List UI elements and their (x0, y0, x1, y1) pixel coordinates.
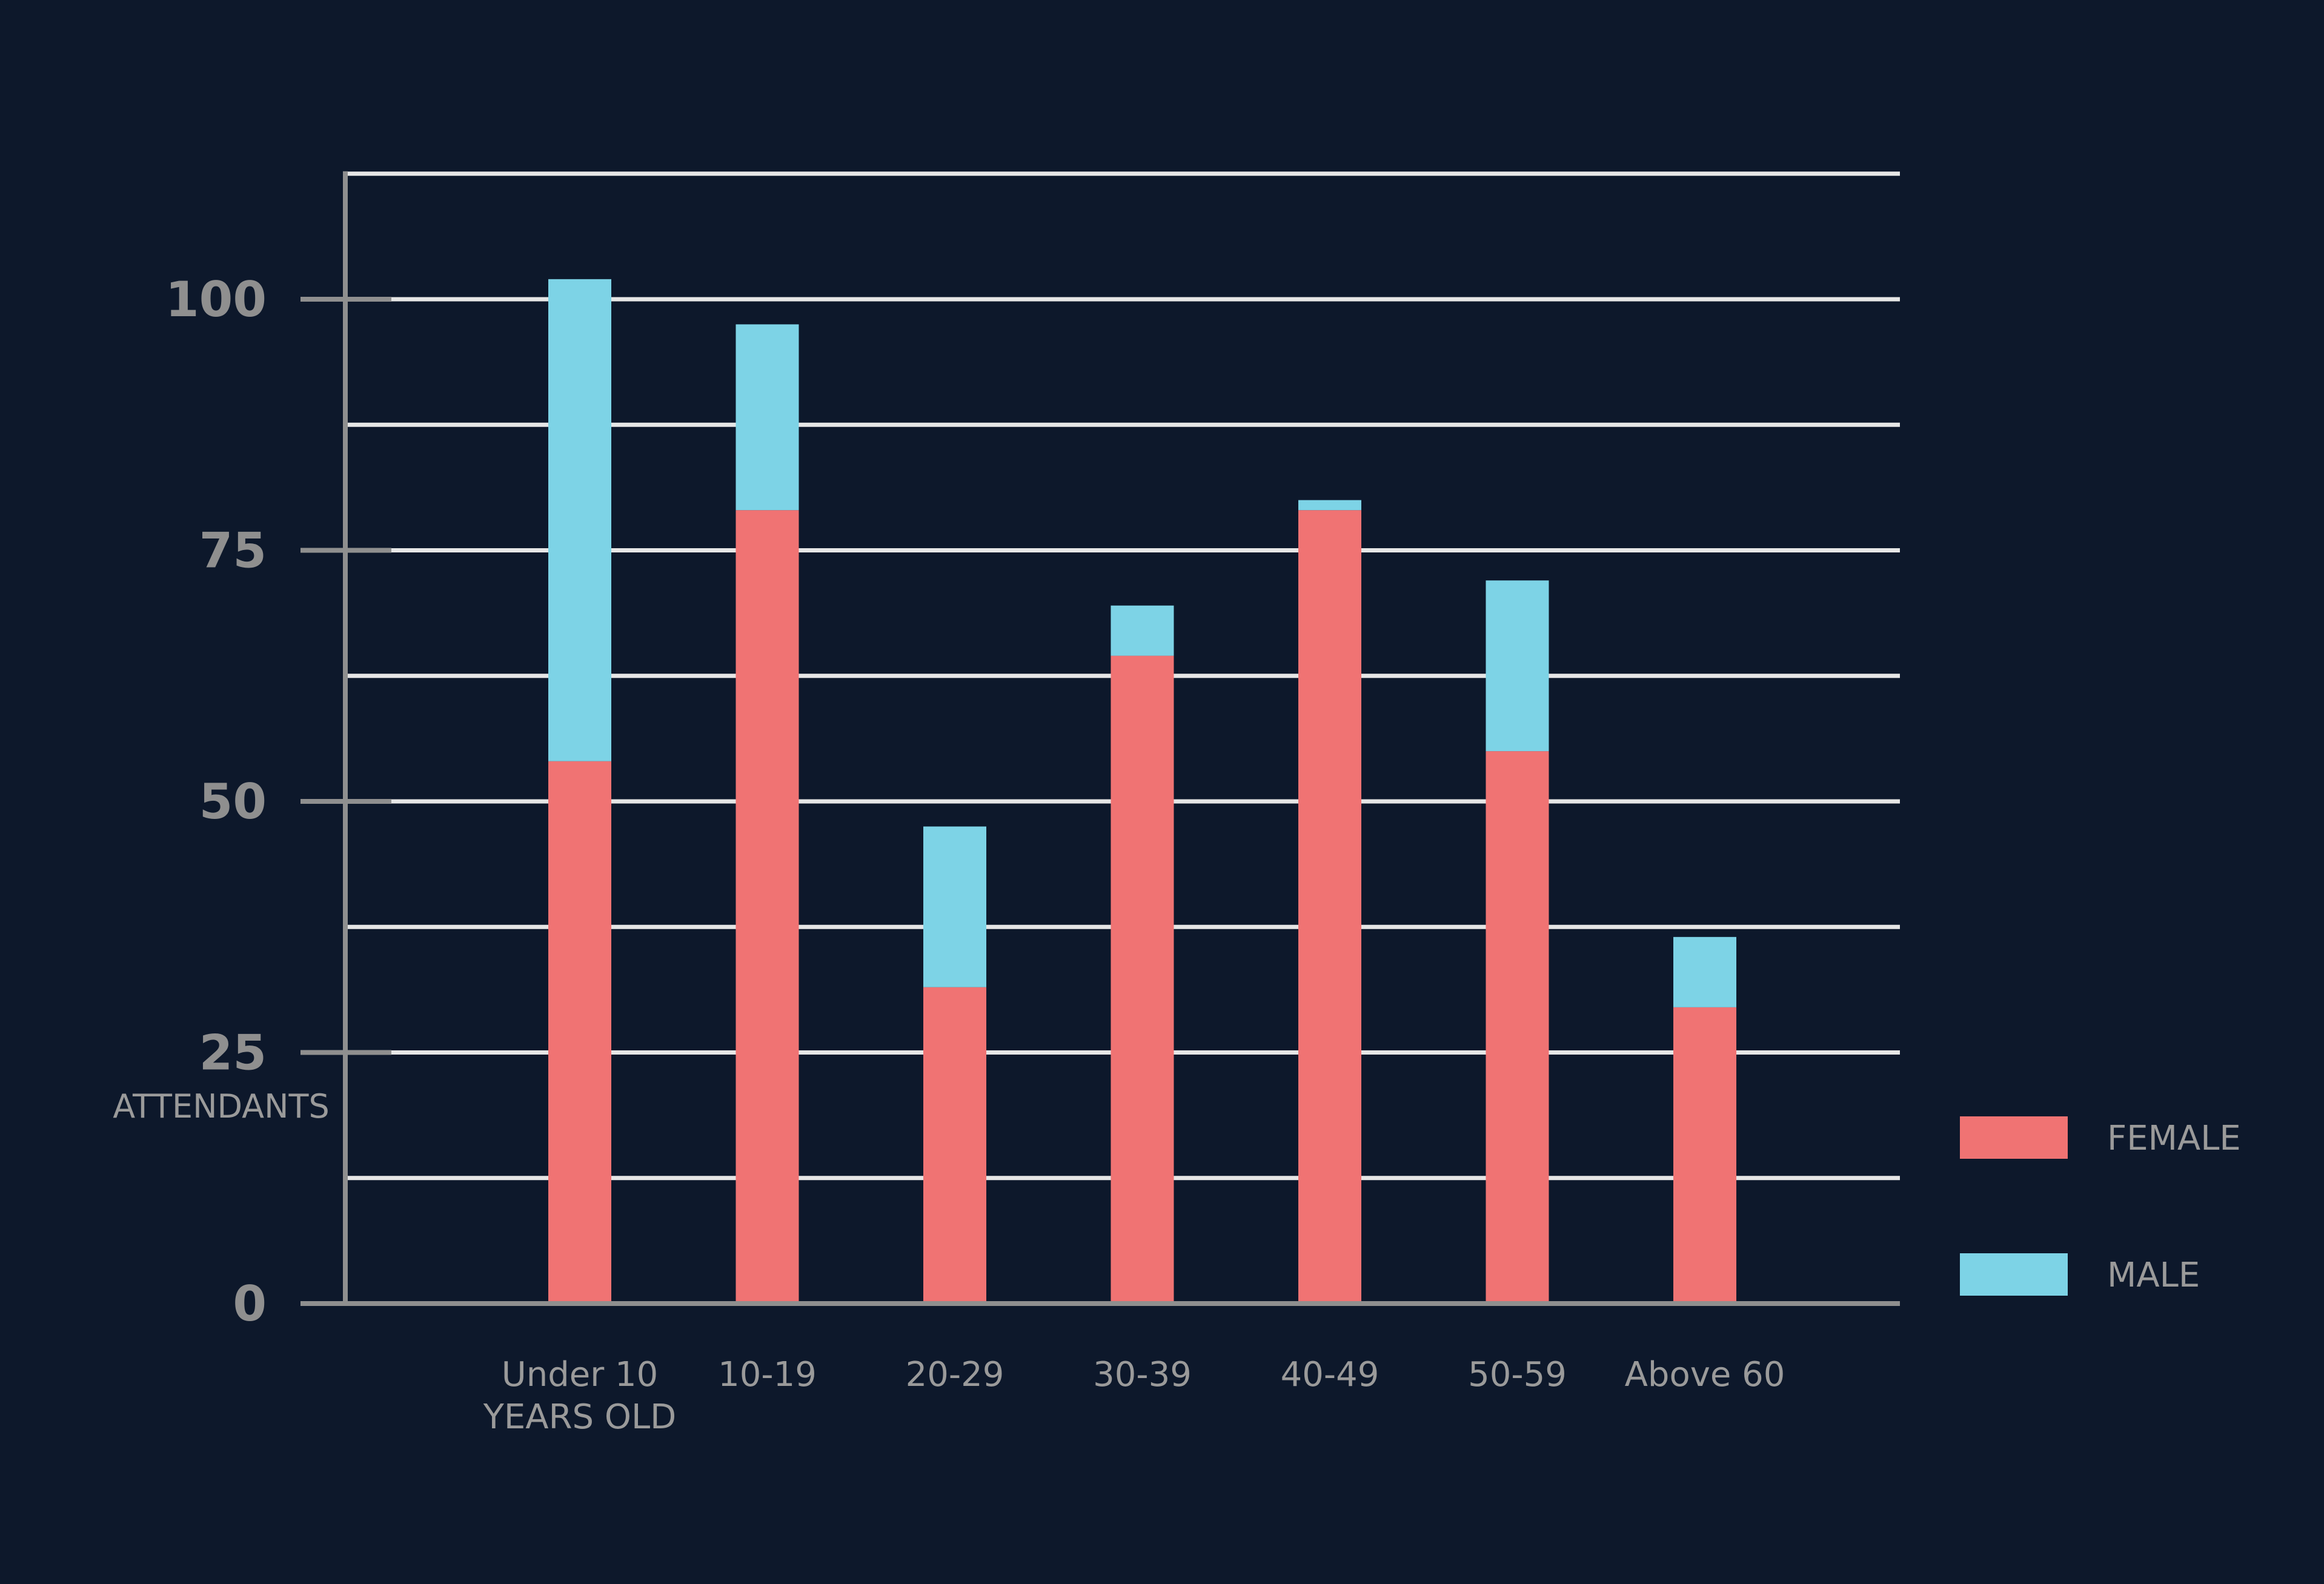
bar-female-4 (1298, 510, 1361, 1304)
bars (548, 279, 1736, 1304)
legend: FEMALE MALE (1960, 1116, 2241, 1296)
bar-female-6 (1673, 1007, 1736, 1304)
bar-male-4 (1298, 500, 1361, 511)
y-tick-label: 75 (199, 523, 267, 579)
legend-label-female: FEMALE (2107, 1119, 2241, 1158)
bar-male-5 (1486, 580, 1549, 752)
bar-male-3 (1111, 605, 1174, 656)
bar-female-3 (1111, 655, 1174, 1304)
legend-label-male: MALE (2107, 1256, 2200, 1295)
y-tick-label: 50 (199, 774, 267, 830)
bar-male-1 (735, 324, 799, 511)
legend-swatch-male (1960, 1253, 2068, 1296)
x-category-label: 40-49 (1281, 1355, 1379, 1394)
y-tick-label: 100 (165, 271, 267, 328)
x-category-label: Under 10 YEARS OLD (483, 1355, 677, 1437)
x-category-label: 10-19 (718, 1355, 817, 1394)
bar-male-2 (923, 826, 986, 987)
bar-female-2 (923, 987, 986, 1304)
bar-female-0 (548, 761, 611, 1304)
y-tick-label: 0 (233, 1276, 267, 1332)
x-category-label: Above 60 (1625, 1355, 1785, 1394)
x-category-label: 30-39 (1093, 1355, 1192, 1394)
legend-swatch-female (1960, 1116, 2068, 1159)
axes (300, 171, 1900, 1306)
x-category-label: 50-59 (1468, 1355, 1567, 1394)
y-tick-label: 25 (199, 1025, 267, 1081)
bar-male-0 (548, 279, 611, 761)
axis-labels: 0 25 50 75 100 Under 10 YEARS OLD 10-19 20-29 30-… (165, 271, 1785, 1437)
x-category-label: 20-29 (906, 1355, 1004, 1394)
bar-male-6 (1673, 936, 1736, 1007)
y-axis-title: ATTENDANTS (113, 1087, 330, 1125)
bar-female-5 (1486, 751, 1549, 1304)
bar-female-1 (735, 510, 799, 1304)
